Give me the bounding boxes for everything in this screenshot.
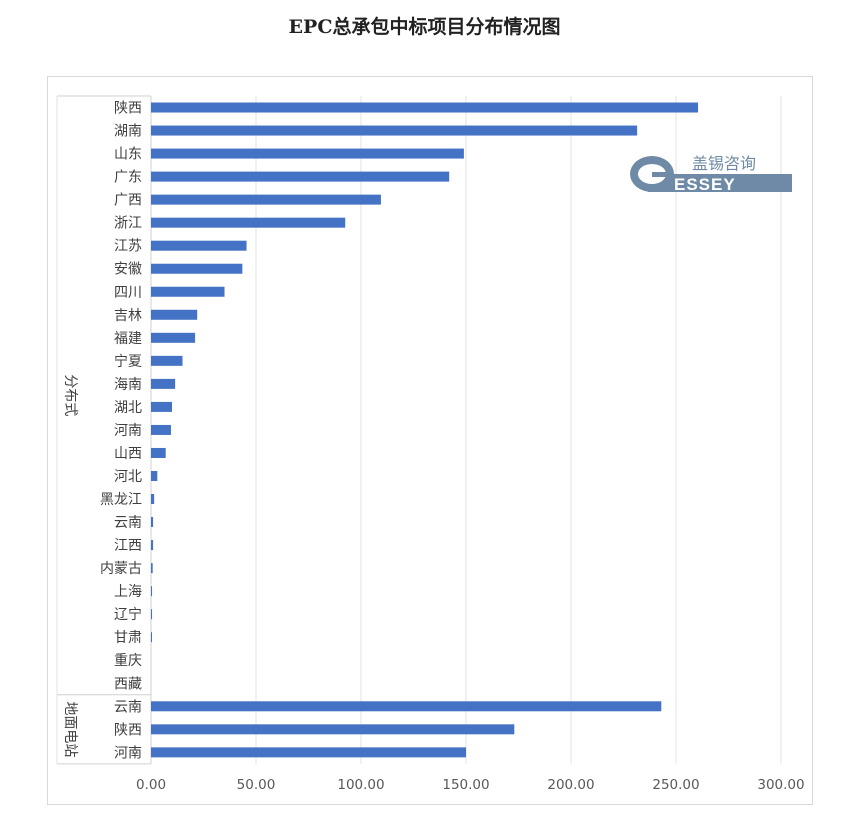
bar bbox=[151, 401, 172, 412]
category-label: 云南 bbox=[114, 515, 142, 531]
category-label: 安徽 bbox=[114, 262, 142, 278]
bar bbox=[151, 171, 450, 182]
bar bbox=[151, 355, 183, 366]
x-tick-label: 50.00 bbox=[237, 777, 276, 793]
category-label: 广东 bbox=[114, 170, 142, 186]
bar bbox=[151, 240, 247, 251]
category-label: 陕西 bbox=[114, 722, 142, 738]
category-label: 山东 bbox=[114, 147, 142, 163]
category-label: 吉林 bbox=[114, 308, 142, 324]
gessey-logo: ESSEY 盖锡咨询 bbox=[628, 150, 794, 194]
category-label: 江西 bbox=[114, 538, 142, 554]
category-label: 云南 bbox=[114, 699, 142, 715]
bar bbox=[151, 102, 699, 113]
bar bbox=[151, 632, 152, 643]
bar bbox=[151, 701, 662, 712]
category-label: 上海 bbox=[114, 584, 142, 600]
bar bbox=[151, 747, 466, 758]
bar bbox=[151, 724, 515, 735]
category-label: 广西 bbox=[114, 193, 142, 209]
bar bbox=[151, 470, 158, 481]
x-tick-label: 200.00 bbox=[547, 777, 594, 793]
bar bbox=[151, 286, 225, 297]
bar bbox=[151, 540, 154, 551]
x-tick-label: 100.00 bbox=[337, 777, 384, 793]
bar bbox=[151, 494, 155, 505]
category-label: 辽宁 bbox=[114, 606, 142, 623]
category-label: 浙江 bbox=[114, 216, 142, 232]
bar bbox=[151, 332, 196, 343]
category-label: 河北 bbox=[114, 469, 142, 485]
bar bbox=[151, 378, 176, 389]
group-label: 分布式 bbox=[62, 374, 78, 416]
bar bbox=[151, 125, 638, 136]
category-label: 河南 bbox=[114, 745, 142, 761]
category-label: 河南 bbox=[114, 423, 142, 439]
bar bbox=[151, 309, 198, 320]
bar bbox=[151, 217, 346, 228]
chart-title: EPC总承包中标项目分布情况图 bbox=[288, 16, 561, 38]
category-label: 四川 bbox=[114, 285, 142, 301]
bar bbox=[151, 517, 154, 528]
bar bbox=[151, 563, 153, 574]
svg-text:ESSEY: ESSEY bbox=[674, 175, 736, 194]
bar bbox=[151, 586, 153, 597]
category-label: 内蒙古 bbox=[100, 561, 142, 577]
bar bbox=[151, 263, 243, 274]
category-label: 西藏 bbox=[114, 676, 142, 692]
bar bbox=[151, 194, 381, 205]
bar bbox=[151, 447, 166, 458]
bar bbox=[151, 148, 464, 159]
category-label: 江苏 bbox=[114, 239, 142, 255]
category-label: 湖北 bbox=[114, 400, 142, 416]
category-label: 重庆 bbox=[114, 653, 142, 669]
bar bbox=[151, 424, 171, 435]
category-label: 黑龙江 bbox=[100, 492, 142, 508]
category-label: 宁夏 bbox=[114, 353, 142, 370]
category-label: 甘肃 bbox=[114, 630, 142, 646]
category-label: 陕西 bbox=[114, 101, 142, 117]
group-label: 地面电站 bbox=[62, 701, 78, 757]
category-label: 山西 bbox=[114, 446, 142, 462]
x-tick-label: 150.00 bbox=[442, 777, 489, 793]
bar bbox=[151, 609, 153, 620]
category-label: 湖南 bbox=[114, 124, 142, 140]
category-label: 福建 bbox=[114, 331, 142, 347]
category-label: 海南 bbox=[114, 377, 142, 393]
chart-frame bbox=[47, 76, 813, 805]
x-tick-label: 250.00 bbox=[652, 777, 699, 793]
x-tick-label: 0.00 bbox=[136, 777, 166, 793]
x-tick-label: 300.00 bbox=[757, 777, 804, 793]
svg-text:盖锡咨询: 盖锡咨询 bbox=[692, 154, 756, 173]
